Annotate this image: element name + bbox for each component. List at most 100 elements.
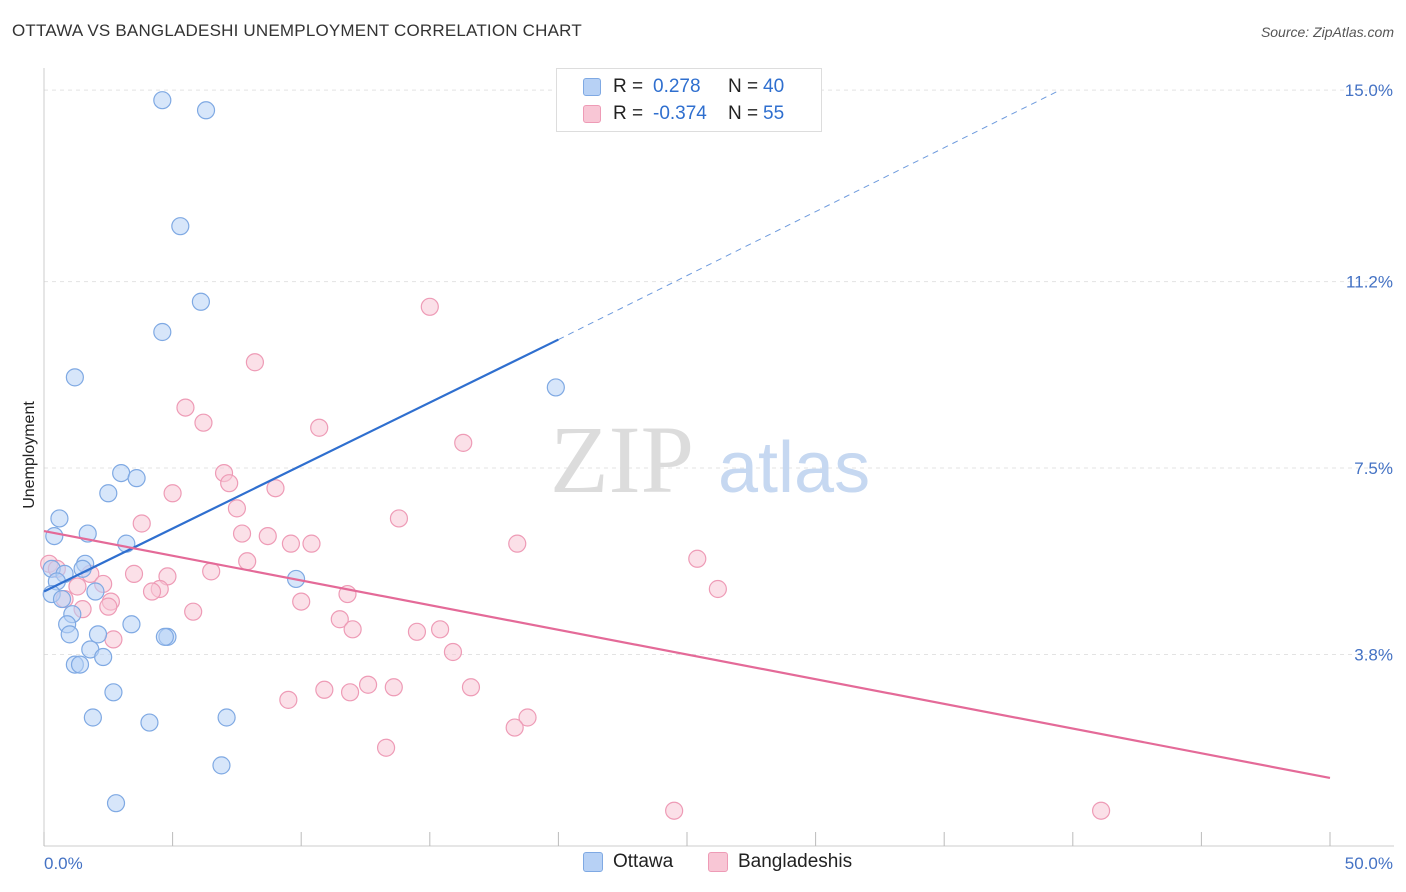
bangladeshis-point: [176, 398, 195, 417]
bangladeshis-point: [443, 642, 463, 662]
series-legend: Ottawa Bangladeshis: [0, 851, 1406, 877]
source-label: Source: ZipAtlas.com: [1260, 24, 1394, 40]
ottawa-point: [106, 794, 126, 813]
ottawa-point: [153, 91, 172, 110]
ottawa-point: [196, 101, 216, 120]
bangladeshis-point: [461, 678, 481, 697]
bangladeshis-point: [708, 579, 727, 599]
bangladeshis-point: [454, 433, 473, 452]
bangladeshis-point: [330, 610, 349, 629]
ottawa-point: [117, 534, 136, 553]
y-tick-label: 15.0%: [1345, 81, 1393, 100]
y-axis-label: Unemployment: [21, 401, 38, 509]
bangladeshis-point: [665, 801, 684, 820]
ottawa-point: [212, 756, 231, 775]
bangladeshis-point: [245, 353, 265, 372]
legend-r-value: -0.374: [653, 103, 707, 124]
bangladeshis-point: [68, 577, 87, 596]
ottawa-point: [546, 378, 565, 397]
ottawa-point: [171, 217, 190, 236]
bangladeshis-point: [232, 524, 252, 543]
trend-lines: [43, 89, 1331, 780]
legend-swatch-bangladeshis: [583, 105, 601, 123]
y-tick-label: 3.8%: [1354, 646, 1393, 665]
series-name-bangladeshis: Bangladeshis: [738, 851, 853, 872]
bangladeshis-point: [518, 708, 537, 727]
legend-n-label: N =: [727, 103, 759, 124]
bangladeshis-point: [310, 418, 329, 437]
bangladeshis-point: [407, 622, 427, 641]
bangladeshis-point: [358, 675, 378, 694]
bangladeshis-point: [343, 620, 362, 639]
ottawa-point: [112, 463, 131, 483]
ottawa-point: [217, 708, 236, 727]
ottawa-point: [94, 647, 113, 667]
y-tick-label: 11.2%: [1346, 273, 1393, 292]
ottawa-point: [70, 655, 90, 674]
legend: R = 0.278 N = 40 R = -0.374 N = 55: [556, 68, 822, 132]
ottawa-point: [127, 469, 146, 488]
chart-title: OTTAWA VS BANGLADESHI UNEMPLOYMENT CORRE…: [12, 21, 582, 40]
bangladeshis-point: [220, 474, 239, 493]
ottawa-point: [155, 627, 174, 646]
bangladeshis-points: [40, 297, 1111, 820]
bangladeshis-point: [194, 413, 213, 432]
bangladeshis-point: [142, 582, 162, 601]
series-name-ottawa: Ottawa: [613, 851, 674, 872]
ottawa-trend-extension: [558, 89, 1061, 341]
bangladeshis-point: [505, 718, 524, 737]
bangladeshis-point: [184, 602, 203, 621]
bangladeshis-point: [238, 552, 257, 571]
ottawa-trend-line: [43, 338, 559, 593]
bangladeshis-point: [389, 509, 409, 528]
legend-r-label: R =: [613, 76, 644, 97]
ottawa-point: [60, 625, 79, 644]
bangladeshis-point: [420, 297, 439, 316]
bangladeshis-point: [99, 597, 118, 616]
ottawa-point: [65, 368, 84, 387]
ottawa-point: [86, 582, 105, 601]
ottawa-points: [42, 91, 565, 813]
series-swatch-bangladeshis: [708, 852, 728, 872]
bangladeshis-point: [315, 680, 334, 699]
ottawa-point: [88, 625, 108, 644]
bangladeshis-point: [340, 683, 360, 702]
bangladeshis-point: [124, 564, 144, 583]
bangladeshis-point: [430, 620, 450, 639]
axes: [43, 68, 1394, 847]
ottawa-point: [153, 322, 172, 342]
bangladeshis-point: [1091, 801, 1111, 820]
watermark-atlas: atlas: [718, 428, 870, 508]
bangladeshis-point: [104, 630, 123, 649]
bangladeshis-point: [302, 534, 321, 553]
bangladeshis-point: [279, 690, 298, 709]
x-tick-label: 0.0%: [44, 854, 83, 873]
y-tick-label: 7.5%: [1354, 459, 1393, 478]
legend-n-value: 40: [763, 76, 785, 97]
ottawa-point: [99, 484, 118, 503]
watermark-zip: ZIP: [550, 406, 694, 513]
series-swatch-ottawa: [583, 852, 603, 872]
ottawa-point: [191, 292, 210, 311]
bangladeshis-point: [266, 479, 285, 498]
legend-r-value: 0.278: [653, 76, 701, 97]
bangladeshis-point: [132, 514, 151, 533]
bangladeshis-point: [292, 592, 311, 611]
series-legend-bangladeshis[interactable]: Bangladeshis: [708, 851, 852, 873]
bangladeshis-point: [202, 562, 221, 581]
legend-n-label: N =: [727, 76, 759, 97]
bangladeshis-point: [163, 484, 182, 503]
ottawa-point: [52, 589, 72, 609]
ottawa-point: [140, 713, 159, 732]
bangladeshis-trend-line: [43, 529, 1331, 780]
series-legend-ottawa[interactable]: Ottawa: [583, 851, 673, 873]
bangladeshis-point: [258, 526, 277, 546]
x-tick-label: 50.0%: [1345, 854, 1393, 873]
ottawa-point: [50, 509, 69, 528]
legend-n-value: 55: [763, 103, 785, 124]
legend-r-label: R =: [613, 103, 644, 124]
bangladeshis-point: [508, 534, 527, 553]
ottawa-point: [122, 615, 141, 634]
legend-swatch-ottawa: [583, 78, 601, 96]
